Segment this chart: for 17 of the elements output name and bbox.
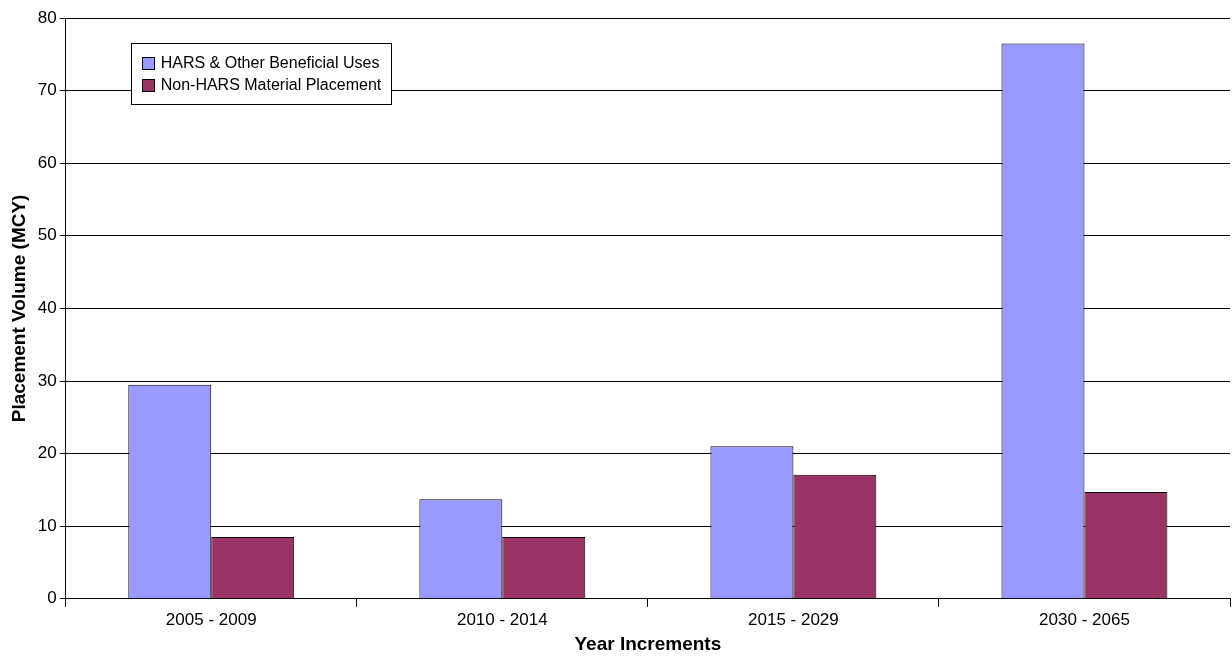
y-tick-label: 0 <box>47 588 57 608</box>
legend-label: Non-HARS Material Placement <box>160 76 382 94</box>
x-tick-label: 2015 - 2029 <box>748 609 839 629</box>
y-tick-label: 60 <box>37 152 57 172</box>
y-tick-label: 20 <box>37 443 57 463</box>
y-tick-label: 80 <box>37 7 57 27</box>
x-tick-label: 2005 - 2009 <box>165 609 257 629</box>
x-tick-label: 2030 - 2065 <box>1039 609 1130 629</box>
y-tick-label: 50 <box>37 225 57 245</box>
y-tick-label: 70 <box>37 80 57 100</box>
y-tick-label: 40 <box>37 298 57 318</box>
y-axis-title: Placement Volume (MCY) <box>7 194 29 423</box>
legend-label: HARS & Other Beneficial Uses <box>160 54 380 72</box>
x-axis-title: Year Increments <box>574 632 722 654</box>
y-tick-label: 30 <box>37 370 57 390</box>
x-tick-label: 2010 - 2014 <box>456 609 548 629</box>
y-tick-label: 10 <box>37 515 57 535</box>
